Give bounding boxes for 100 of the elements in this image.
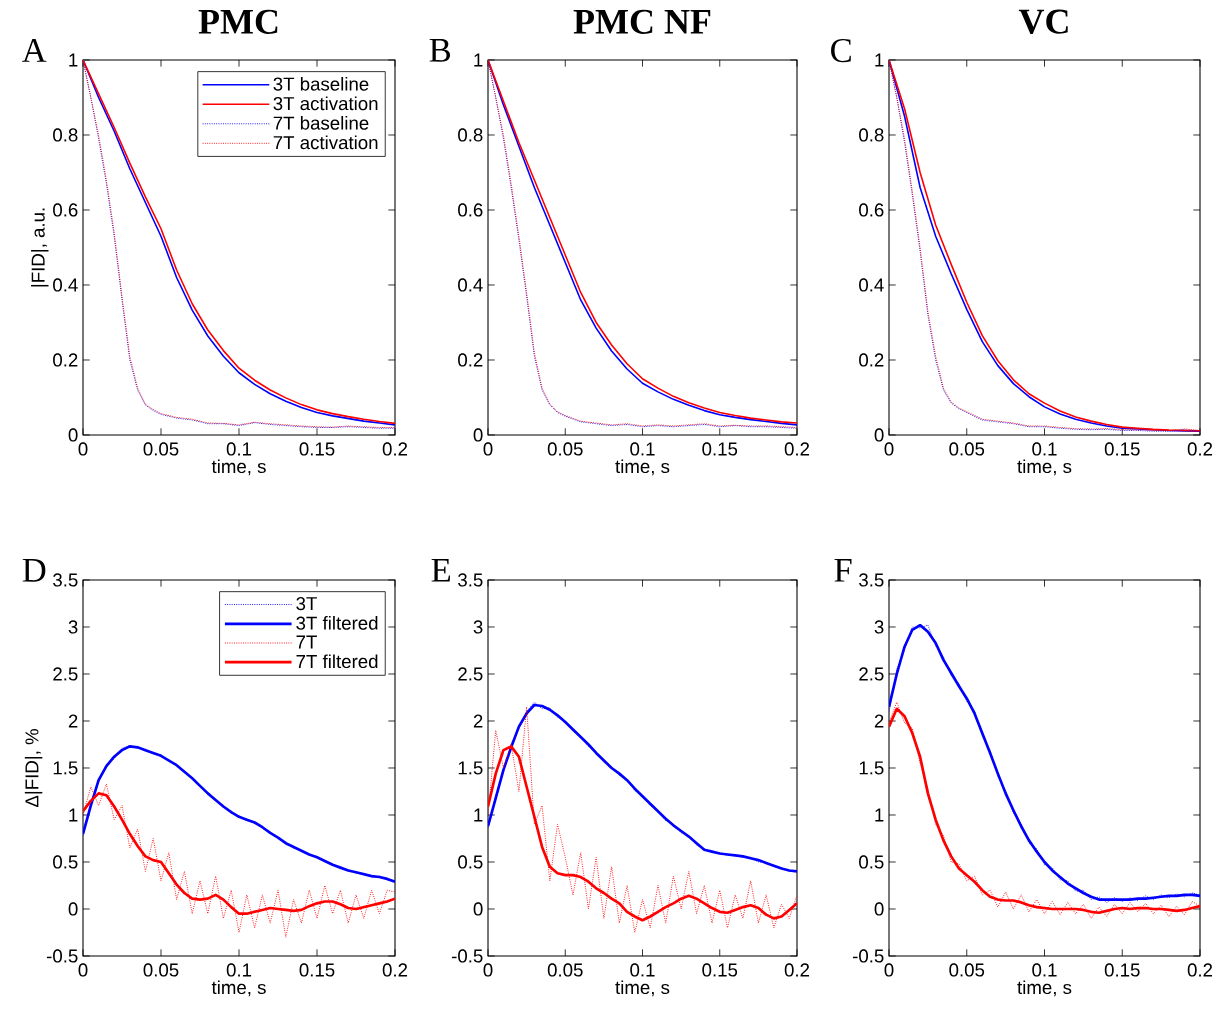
- text: A: [22, 38, 47, 62]
- text: F: [834, 558, 852, 582]
- x-tick-label: 0: [78, 442, 88, 456]
- text: D: [22, 558, 46, 582]
- y-tick-label: 0: [68, 902, 78, 916]
- x-tick-label: 0.05: [949, 963, 985, 977]
- x-tick-label: 0.1: [1032, 963, 1057, 977]
- y-tick-label: 0.5: [859, 855, 884, 869]
- x-axis-title: time, s: [211, 459, 266, 476]
- y-axis-title: |FID|, a.u.: [31, 208, 49, 287]
- x-axis-title: time, s: [615, 459, 670, 476]
- x-tick-label: 0: [884, 963, 894, 977]
- y-tick-label: 0.2: [859, 353, 884, 367]
- y-tick-label: -0.5: [451, 949, 483, 963]
- y-tick-label: 1: [69, 808, 78, 822]
- legend-label: 7T baseline: [273, 116, 369, 130]
- text: C: [831, 38, 851, 63]
- x-tick-label: 0.05: [143, 442, 179, 456]
- y-tick-label: 3.5: [53, 573, 78, 587]
- x-tick-label: 0: [483, 442, 493, 456]
- legend-label: 7T filtered: [296, 654, 378, 669]
- text: B: [429, 38, 451, 62]
- y-tick-label: 0.5: [53, 855, 78, 869]
- y-tick-label: 1: [875, 53, 884, 67]
- x-tick-label: 0.15: [702, 442, 738, 456]
- x-tick-label: 0.15: [299, 963, 335, 977]
- y-tick-label: 2: [68, 714, 78, 728]
- chart-title: VC: [1018, 9, 1068, 34]
- y-tick-label: 3: [874, 620, 884, 634]
- x-tick-label: 0.15: [702, 963, 738, 977]
- y-tick-label: 3.5: [859, 573, 884, 587]
- x-axis-title: time, s: [1017, 980, 1072, 997]
- x-tick-label: 0: [483, 963, 493, 977]
- y-tick-label: 0.8: [53, 128, 78, 142]
- y-tick-label: 1: [474, 53, 483, 67]
- x-axis-title: time, s: [1017, 459, 1072, 476]
- legend-label: 3T baseline: [273, 76, 369, 91]
- y-tick-label: 0: [874, 428, 884, 442]
- legend-label: 7T activation: [273, 135, 378, 150]
- legend-label: 7T: [296, 635, 317, 649]
- y-tick-label: 0.5: [458, 855, 483, 869]
- x-tick-label: 0.05: [143, 963, 179, 977]
- y-tick-label: 0.2: [458, 353, 483, 367]
- y-tick-label: 0.2: [53, 353, 78, 367]
- y-tick-label: 1: [875, 808, 884, 822]
- y-tick-label: 2.5: [53, 667, 78, 681]
- y-tick-label: -0.5: [46, 949, 78, 963]
- y-tick-label: 2.5: [859, 667, 884, 681]
- x-tick-label: 0.1: [226, 963, 252, 977]
- y-tick-label: 0.4: [859, 278, 884, 292]
- y-tick-label: 0: [68, 428, 78, 442]
- x-tick-label: 0: [884, 442, 894, 456]
- x-tick-label: 0.2: [382, 963, 408, 977]
- x-tick-label: 0.2: [1187, 963, 1213, 977]
- line-series: [83, 783, 395, 938]
- y-tick-label: 1: [69, 53, 78, 67]
- y-tick-label: -0.5: [852, 949, 884, 963]
- x-tick-label: 0.15: [299, 442, 335, 456]
- y-tick-label: 2: [874, 714, 884, 728]
- x-tick-label: 0.15: [1104, 963, 1140, 977]
- y-tick-label: 0.6: [859, 203, 884, 217]
- y-tick-label: 0.4: [53, 278, 78, 292]
- y-tick-label: 0.6: [53, 203, 78, 217]
- y-tick-label: 3.5: [458, 573, 483, 587]
- y-tick-label: 1.5: [859, 761, 884, 775]
- y-tick-label: 0.6: [458, 203, 483, 217]
- chart-title: PMC: [198, 9, 278, 34]
- x-axis-title: time, s: [211, 980, 266, 997]
- y-tick-label: 1.5: [458, 761, 483, 775]
- x-tick-label: 0.1: [630, 963, 655, 977]
- x-tick-label: 0.1: [226, 442, 252, 456]
- y-tick-label: 0: [874, 902, 884, 916]
- y-tick-label: 3: [68, 620, 78, 634]
- x-tick-label: 0.05: [547, 442, 583, 456]
- x-tick-label: 0.05: [547, 963, 583, 977]
- y-axis-title: Δ|FID|, %: [24, 729, 43, 808]
- x-tick-label: 0.2: [784, 442, 810, 456]
- y-tick-label: 0.8: [859, 128, 884, 142]
- y-tick-label: 0.8: [458, 128, 483, 142]
- y-tick-label: 2.5: [458, 667, 483, 681]
- x-axis-title: time, s: [615, 980, 670, 997]
- x-tick-label: 0.1: [630, 442, 655, 456]
- legend-label: 3T filtered: [296, 616, 378, 630]
- legend-label: 3T activation: [273, 96, 378, 111]
- text: E: [431, 558, 451, 582]
- y-tick-label: 0.4: [458, 278, 483, 292]
- x-tick-label: 0.2: [784, 963, 810, 977]
- legend-label: 3T: [296, 596, 317, 611]
- x-tick-label: 0.1: [1032, 442, 1057, 456]
- y-tick-label: 3: [473, 620, 483, 634]
- x-tick-label: 0.2: [382, 442, 408, 456]
- y-tick-label: 2: [473, 714, 483, 728]
- y-tick-label: 1.5: [53, 761, 78, 775]
- line-series: [488, 706, 797, 933]
- x-tick-label: 0.2: [1187, 442, 1213, 456]
- y-tick-label: 0: [473, 902, 483, 916]
- x-tick-label: 0: [78, 963, 88, 977]
- y-tick-label: 1: [474, 808, 483, 822]
- x-tick-label: 0.15: [1104, 442, 1140, 456]
- chart-title: PMC NF: [573, 9, 711, 34]
